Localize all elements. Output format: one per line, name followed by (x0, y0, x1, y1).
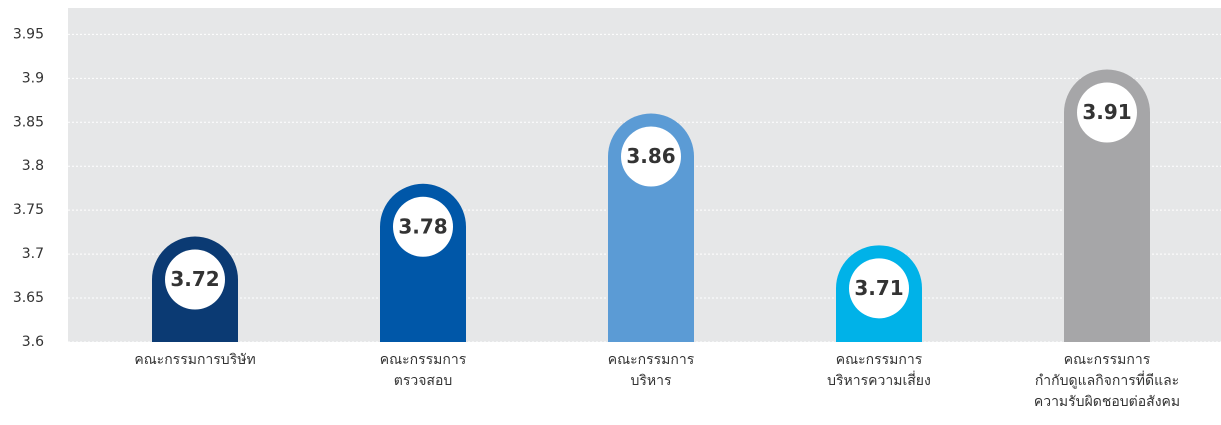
y-tick-label: 3.95 (13, 26, 44, 42)
value-label: 3.86 (626, 144, 675, 168)
value-label: 3.91 (1082, 100, 1131, 124)
y-tick-label: 3.75 (13, 202, 44, 218)
value-badge (165, 249, 225, 310)
x-tick-label: คณะกรรมการ บริหารความเสี่ยง (827, 352, 931, 389)
x-tick-label: คณะกรรมการบริษัท (134, 352, 256, 368)
value-label: 3.78 (398, 214, 447, 238)
x-tick-label: คณะกรรมการ ตรวจสอบ (379, 352, 467, 389)
x-tick-label: คณะกรรมการ บริหาร (607, 352, 695, 389)
y-tick-label: 3.7 (22, 246, 44, 262)
y-tick-label: 3.6 (22, 334, 44, 350)
y-tick-label: 3.9 (22, 70, 44, 86)
value-badge (621, 126, 681, 187)
bar (1064, 69, 1150, 342)
y-tick-label: 3.85 (13, 114, 44, 130)
y-tick-label: 3.8 (22, 158, 44, 174)
value-label: 3.71 (854, 276, 903, 300)
value-badge (393, 196, 453, 257)
value-badge (1077, 82, 1137, 143)
x-tick-label: คณะกรรมการ กำกับดูแลกิจการที่ดีและ ความร… (1033, 352, 1181, 410)
y-tick-label: 3.65 (13, 290, 44, 306)
value-badge (849, 258, 909, 319)
value-label: 3.72 (170, 267, 219, 291)
